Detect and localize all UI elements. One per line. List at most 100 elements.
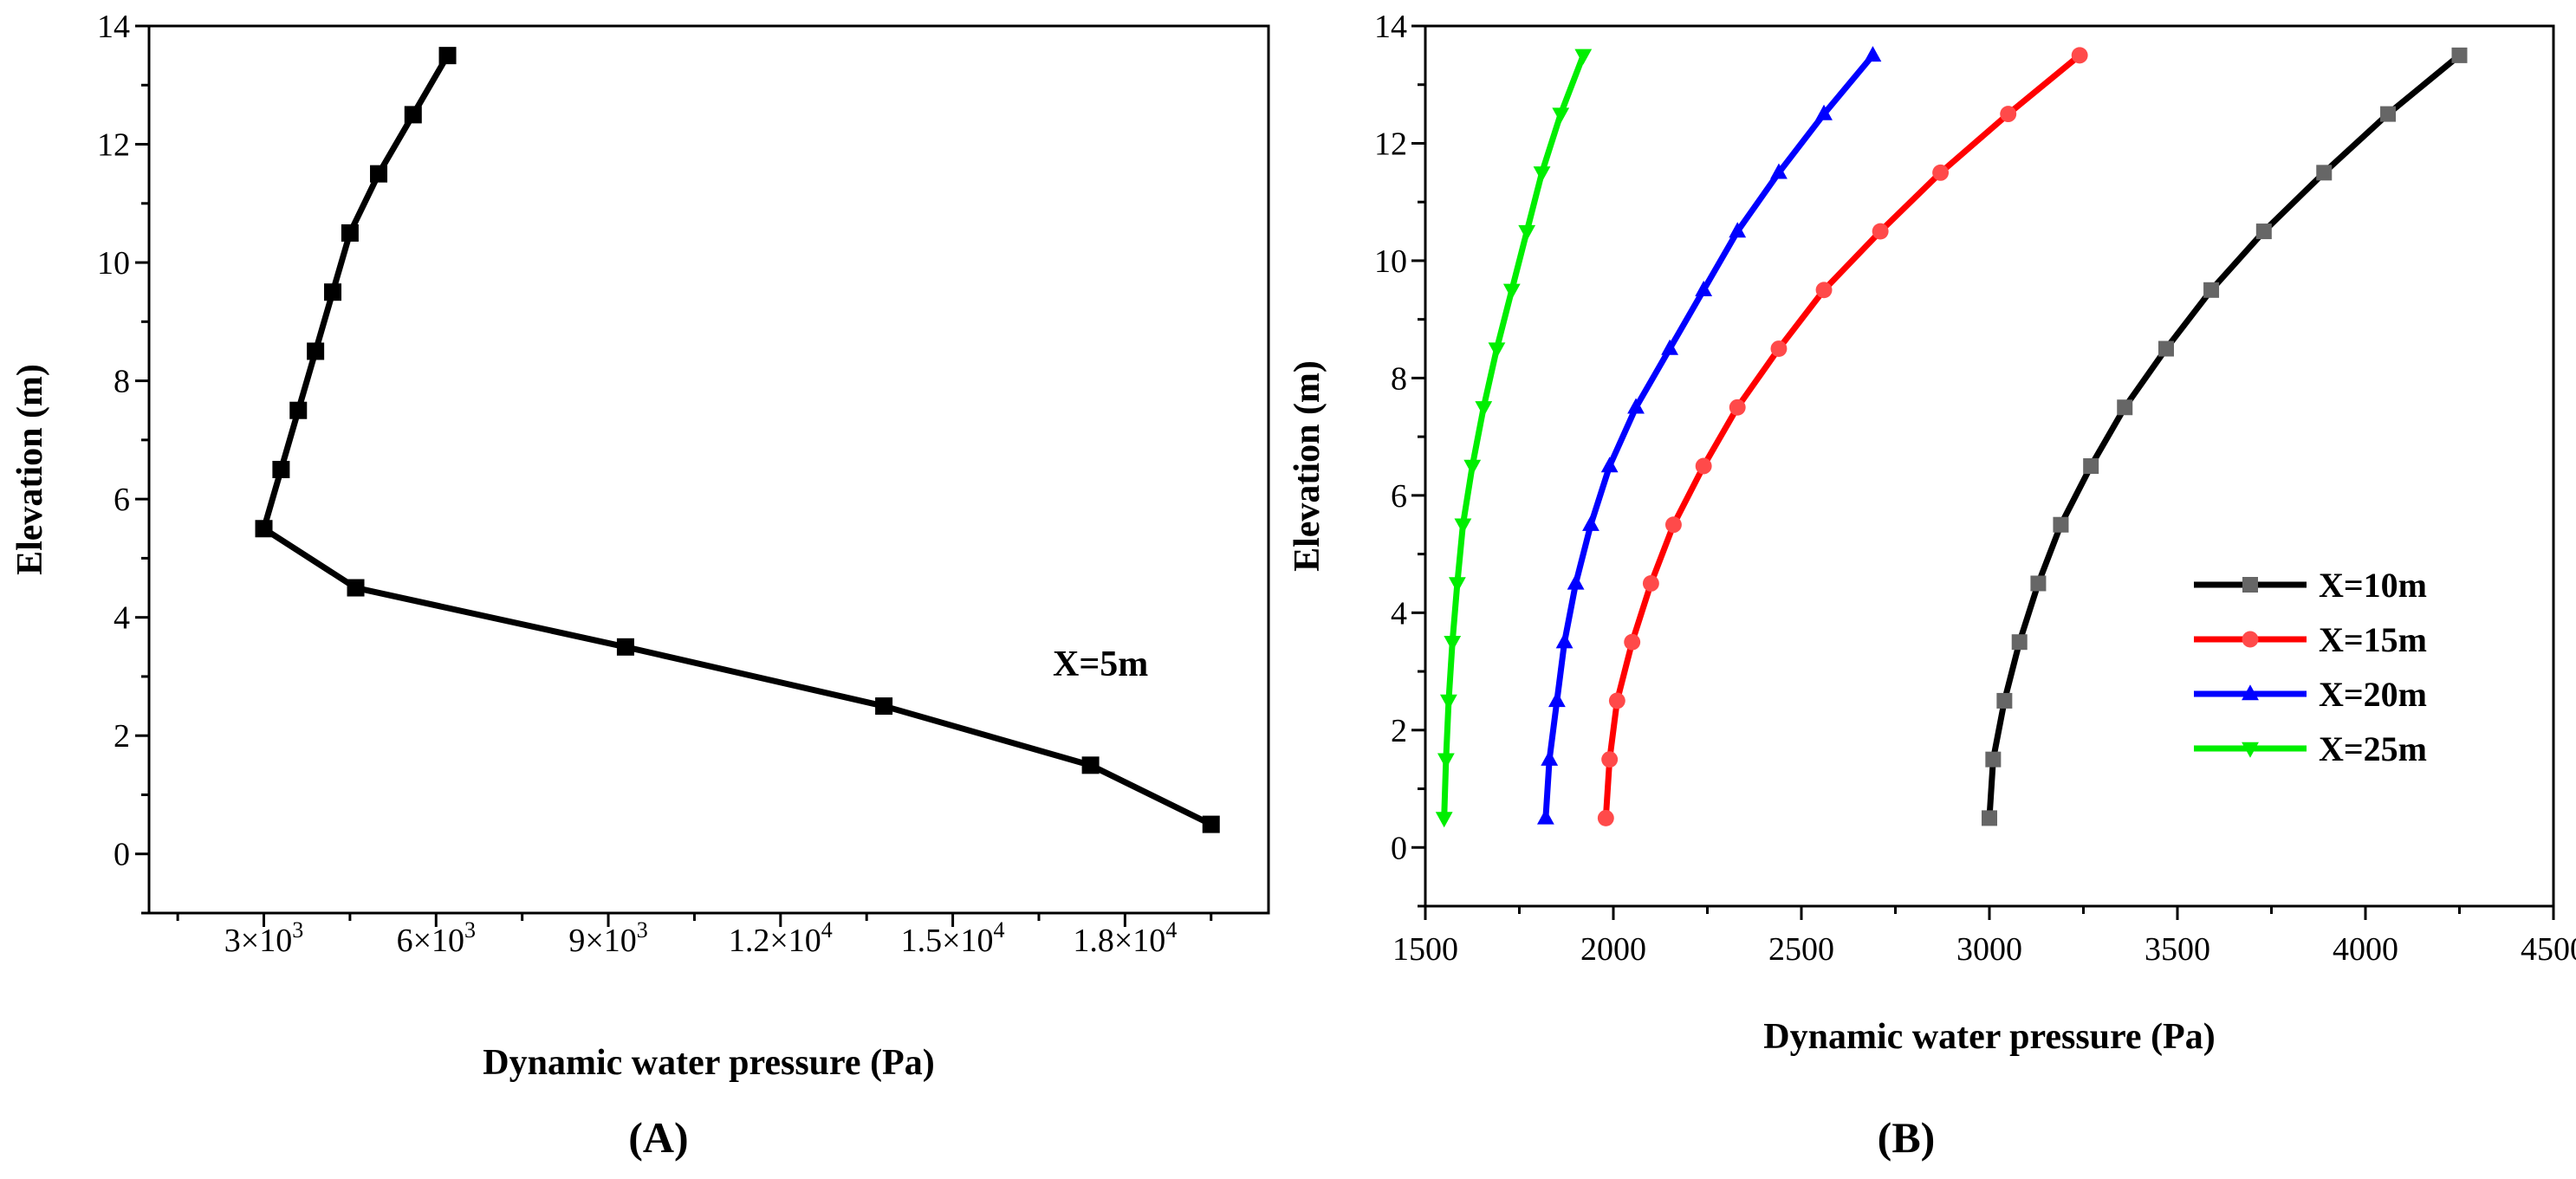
chart-b-series-x-15m-point: [1642, 575, 1659, 592]
chart-a-y-tick-label: 2: [114, 718, 130, 755]
chart-b-series-x-15m-point: [1695, 457, 1712, 475]
chart-a-y-tick-label: 0: [114, 837, 130, 873]
chart-b-series-x-10m-point: [1996, 692, 2013, 709]
chart-b-series-x-15m-point: [1729, 398, 1746, 416]
chart-b-series-x-25m-point: [1448, 577, 1466, 593]
chart-b-series-x-15m-point: [1815, 282, 1833, 299]
chart-b-series-x-20m-line: [1542, 52, 1876, 821]
chart-b-panel-label: (B): [1878, 1113, 1936, 1162]
chart-b-series-x-10m-point: [2157, 340, 2174, 357]
chart-a-series-x-5m-point: [1081, 756, 1100, 774]
chart-b-series-x-20m-point: [1548, 691, 1566, 708]
chart-b-series-x-10m-point: [2316, 165, 2333, 181]
chart-a-y-axis-title: Elevation (m): [10, 364, 50, 575]
chart-a-y-tick-label: 10: [97, 245, 130, 282]
chart-b-ticks: [1411, 24, 2555, 920]
chart-a-series-x-5m-point: [289, 401, 308, 419]
chart-b-series-x-15m-point: [2000, 106, 2017, 123]
chart-b-legend-entry-x-20m-marker: [2242, 684, 2259, 701]
chart-a-x-tick-label: 1.2×104: [729, 917, 833, 959]
chart-b-x-tick-label: 2000: [1580, 931, 1646, 968]
chart-b-series-x-15m-point: [1624, 633, 1641, 651]
chart-b-series-x-15m-point: [2071, 47, 2088, 64]
chart-a-series-x-5m-point: [347, 579, 365, 597]
chart-b-series-x-20m-point: [1555, 632, 1574, 649]
chart-b-legend-entry-x-25m-label: X=25m: [2319, 729, 2427, 768]
chart-b-y-tick-label: 0: [1391, 830, 1407, 866]
chart-b-legend-entry-x-20m-label: X=20m: [2319, 675, 2427, 714]
chart-a-series: [255, 47, 1220, 833]
chart-b-series: [1435, 46, 2468, 828]
chart-b-series-x-10m-point: [2083, 458, 2099, 474]
chart-a-y-tick-label: 8: [114, 364, 130, 400]
chart-a-series-x-5m-point: [307, 342, 325, 360]
chart-a-x-tick-label: 9×103: [568, 917, 647, 959]
chart-a-x-axis-title: Dynamic water pressure (Pa): [483, 1043, 934, 1083]
chart-b-x-tick-label: 1500: [1392, 931, 1458, 968]
chart-b-series-x-15m-point: [1664, 516, 1682, 534]
chart-a-y-tick-label: 6: [114, 482, 130, 518]
chart-a-x-tick-label: 1.8×104: [1073, 917, 1177, 959]
chart-a-series-x-5m-point: [370, 165, 388, 183]
chart-b-legend-entry-x-25m-marker: [2242, 742, 2259, 758]
chart-b-series-x-25m-point: [1552, 107, 1570, 124]
chart-b-series-x-15m-point: [1608, 692, 1625, 709]
chart-a-ticks: [135, 24, 1213, 927]
chart-b-y-tick-label: 4: [1391, 595, 1407, 632]
chart-b-series-x-25m-point: [1533, 166, 1551, 183]
chart-a-series-x-5m-point: [272, 461, 290, 478]
chart-b-series-x-20m-point: [1695, 281, 1713, 296]
chart-b-legend-entry-x-15m: X=15m: [2194, 620, 2427, 659]
chart-b-series-x-15m-point: [1872, 223, 1889, 240]
chart-b-legend-entry-x-10m-label: X=10m: [2319, 566, 2427, 605]
chart-b-series-x-15m: [1597, 47, 2088, 826]
chart-b-x-tick-label: 3500: [2145, 931, 2210, 968]
chart-b-series-x-25m-point: [1440, 694, 1457, 710]
chart-b-series-x-25m-line: [1441, 52, 1586, 821]
chart-b-y-tick-label: 14: [1374, 9, 1407, 45]
chart-b-series-x-15m-point: [1597, 809, 1614, 826]
chart-b-series-x-10m: [1982, 47, 2468, 826]
chart-b-series-x-15m-line: [1602, 52, 2083, 821]
chart-a-series-x-5m-point: [404, 106, 422, 124]
chart-b-series-x-20m-point: [1627, 398, 1645, 414]
chart-b-y-axis-title: Elevation (m): [1288, 360, 1327, 572]
chart-b-y-tick-label: 2: [1391, 713, 1407, 749]
chart-b-x-axis-title: Dynamic water pressure (Pa): [1763, 1017, 2215, 1057]
chart-a-y-tick-label: 14: [97, 9, 130, 45]
chart-b-series-x-20m-point: [1582, 515, 1599, 531]
chart-b-series-x-25m-point: [1518, 224, 1536, 241]
chart-b-y-tick-label: 6: [1391, 478, 1407, 515]
chart-a-series-x-5m-line: [261, 52, 1215, 828]
chart-b-series-x-20m-point: [1864, 46, 1882, 62]
chart-b-series-x-10m-point: [2053, 516, 2069, 533]
chart-b-x-tick-label: 4000: [2333, 931, 2398, 968]
chart-b-series-x-10m-point: [1985, 751, 2002, 768]
chart-b-series-x-20m-point: [1661, 339, 1678, 355]
chart-a-x-tick-label: 1.5×104: [901, 917, 1005, 959]
chart-a-x-tick-label: 3×103: [224, 917, 303, 959]
chart-b-series-x-20m-point: [1770, 163, 1788, 179]
chart-b-series-x-20m-point: [1536, 808, 1554, 825]
chart-b-x-tick-label: 2500: [1768, 931, 1834, 968]
chart-a-series-x-5m-point: [438, 47, 457, 65]
chart-b-series-x-10m-point: [2380, 106, 2397, 122]
chart-b-series-x-20m-point: [1600, 457, 1619, 473]
chart-a-series-x-5m-point: [875, 697, 893, 716]
chart-b-series-x-15m-point: [1770, 340, 1788, 357]
chart-b-series-x-10m-line: [1986, 52, 2462, 821]
chart-b-y-tick-label: 12: [1374, 126, 1407, 162]
chart-a-series-x-5m: [255, 47, 1220, 833]
chart-a-frame: [147, 24, 1270, 915]
chart-b-series-x-15m-point: [1932, 164, 1950, 181]
chart-b-series-x-25m-point: [1437, 753, 1455, 769]
chart-b-series-x-10m-point: [2255, 223, 2272, 240]
chart-a-series-x-5m-point: [255, 520, 273, 538]
chart-b-series-x-20m-point: [1729, 222, 1747, 238]
chart-b-series-x-25m: [1435, 49, 1593, 828]
chart-b-x-tick-label: 3000: [1956, 931, 2022, 968]
chart-b-series-x-10m-point: [1982, 810, 1997, 826]
chart-b-legend-entry-x-10m-marker: [2242, 577, 2258, 593]
chart-b-series-x-20m-point: [1815, 104, 1833, 120]
